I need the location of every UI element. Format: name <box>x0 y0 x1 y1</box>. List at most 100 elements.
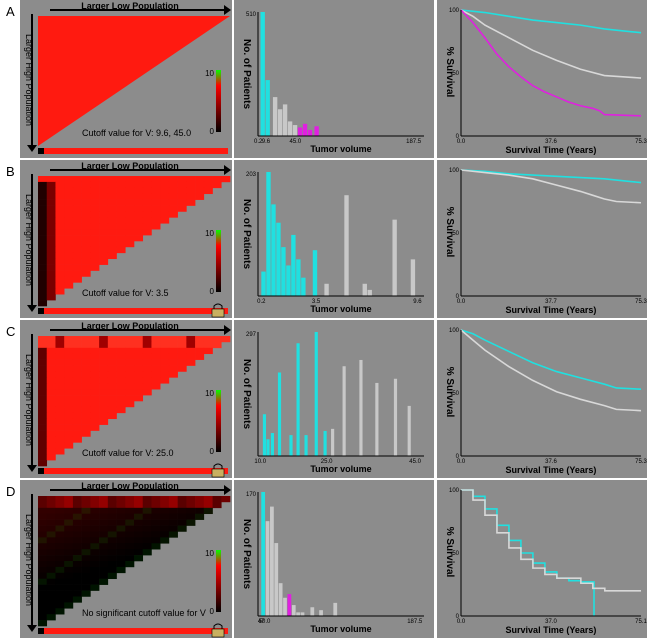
heatmap-cell <box>38 341 48 349</box>
heatmap-cell <box>64 211 74 218</box>
heatmap-cell <box>151 377 161 384</box>
heatmap-cell <box>90 264 100 271</box>
x-tick-label: 10.0 <box>254 459 266 465</box>
heatmap-cell <box>142 537 152 544</box>
side-arrow-head <box>27 625 37 632</box>
heatmap-cell <box>99 389 109 396</box>
heatmap-cell <box>125 561 135 568</box>
heatmap-cell <box>142 229 152 236</box>
heatmap-cell <box>142 176 152 183</box>
hist-bar <box>393 378 398 456</box>
heatmap-cell <box>38 507 48 515</box>
heatmap-cell <box>99 531 109 538</box>
heatmap-cell <box>177 365 187 372</box>
heatmap-cell <box>151 525 161 532</box>
heatmap-cell <box>99 199 109 206</box>
heatmap-cell <box>38 389 48 396</box>
heatmap-cell <box>90 241 100 248</box>
heatmap-cell <box>99 187 109 195</box>
hist-bar <box>297 127 303 136</box>
heatmap-cell <box>186 176 196 183</box>
heatmap-cell <box>151 223 161 230</box>
heatmap-cell <box>116 549 126 556</box>
heatmap-cell <box>55 347 65 355</box>
heatmap-cell <box>64 566 74 574</box>
heatmap-cell <box>46 377 56 384</box>
heatmap-cell <box>46 223 56 230</box>
heatmap-cell <box>46 614 56 621</box>
survival-curve <box>460 169 642 184</box>
heatmap-cell <box>107 395 117 402</box>
heatmap-cell <box>186 507 196 515</box>
heatmap-cell <box>177 525 187 532</box>
heatmap-cell <box>107 181 117 189</box>
heatmap-cell <box>72 406 82 414</box>
row-letter: A <box>6 4 15 19</box>
heatmap-cell <box>46 258 56 265</box>
heatmap-cell <box>90 572 100 580</box>
heatmap-cell <box>38 496 48 503</box>
survival-panel: 100 50 0 0.0 37.6 75.3 Survival Time (Years) % … <box>437 0 647 158</box>
heatmap-cell <box>72 513 82 520</box>
heatmap-cell <box>38 270 48 277</box>
heatmap-cell <box>168 336 178 343</box>
heatmap-cell <box>142 187 152 195</box>
y-axis-label: % Survival <box>444 47 455 98</box>
scale-top-label: 10 <box>205 229 214 238</box>
heatmap-cell <box>142 513 152 520</box>
heatmap-cell <box>38 187 48 195</box>
hist-bar <box>261 271 266 296</box>
heatmap-cell <box>46 211 56 218</box>
hist-bar <box>304 435 308 456</box>
heatmap-cell <box>107 187 117 195</box>
heatmap-cell <box>81 359 91 366</box>
heatmap-cell <box>90 211 100 218</box>
heatmap-cell <box>64 336 74 343</box>
heatmap-cell <box>177 359 187 366</box>
top-arrow-head <box>224 5 231 15</box>
y-axis-label: % Survival <box>444 207 455 258</box>
heatmap-cell <box>46 205 56 212</box>
heatmap-cell <box>81 531 91 538</box>
heatmap-cell <box>72 525 82 532</box>
heatmap-cell <box>38 246 48 254</box>
heatmap-cell <box>186 496 196 503</box>
x-tick-label: 9.6 <box>413 299 422 305</box>
heatmap-cell <box>160 336 170 343</box>
heatmap-cell <box>72 176 82 183</box>
heatmap-cell <box>46 531 56 538</box>
hist-bar <box>289 435 293 456</box>
heatmap-cell <box>195 496 205 503</box>
heatmap-cell <box>151 199 161 206</box>
heatmap-cell <box>125 389 135 396</box>
y-tick-label: 50 <box>452 551 459 557</box>
heatmap-cell <box>90 543 100 550</box>
heatmap-cell <box>81 578 91 585</box>
heatmap-cell <box>72 383 82 390</box>
heatmap-cell <box>90 377 100 384</box>
heatmap-cell <box>151 513 161 520</box>
heatmap-cell <box>134 199 144 206</box>
heatmap-cell <box>125 229 135 236</box>
heatmap-cell <box>64 525 74 532</box>
heatmap-cell <box>64 395 74 402</box>
heatmap-cell <box>81 377 91 384</box>
hist-bar <box>392 219 397 296</box>
heatmap-cell <box>116 555 126 562</box>
heatmap-cell <box>38 359 48 366</box>
heatmap-cell <box>160 531 170 538</box>
heatmap-cell <box>116 389 126 396</box>
heatmap-cell <box>186 501 196 509</box>
heatmap-cell <box>125 496 135 503</box>
heatmap-cell <box>46 608 56 615</box>
heatmap-cell <box>134 555 144 562</box>
heatmap-cell <box>107 507 117 515</box>
heatmap-cell <box>160 365 170 372</box>
heatmap-cell <box>38 561 48 568</box>
heatmap-cell <box>55 596 65 603</box>
heatmap-cell <box>55 531 65 538</box>
heatmap-cell <box>72 347 82 355</box>
heatmap-cell <box>125 365 135 372</box>
heatmap-cell <box>99 193 109 200</box>
heatmap-cell <box>151 341 161 349</box>
